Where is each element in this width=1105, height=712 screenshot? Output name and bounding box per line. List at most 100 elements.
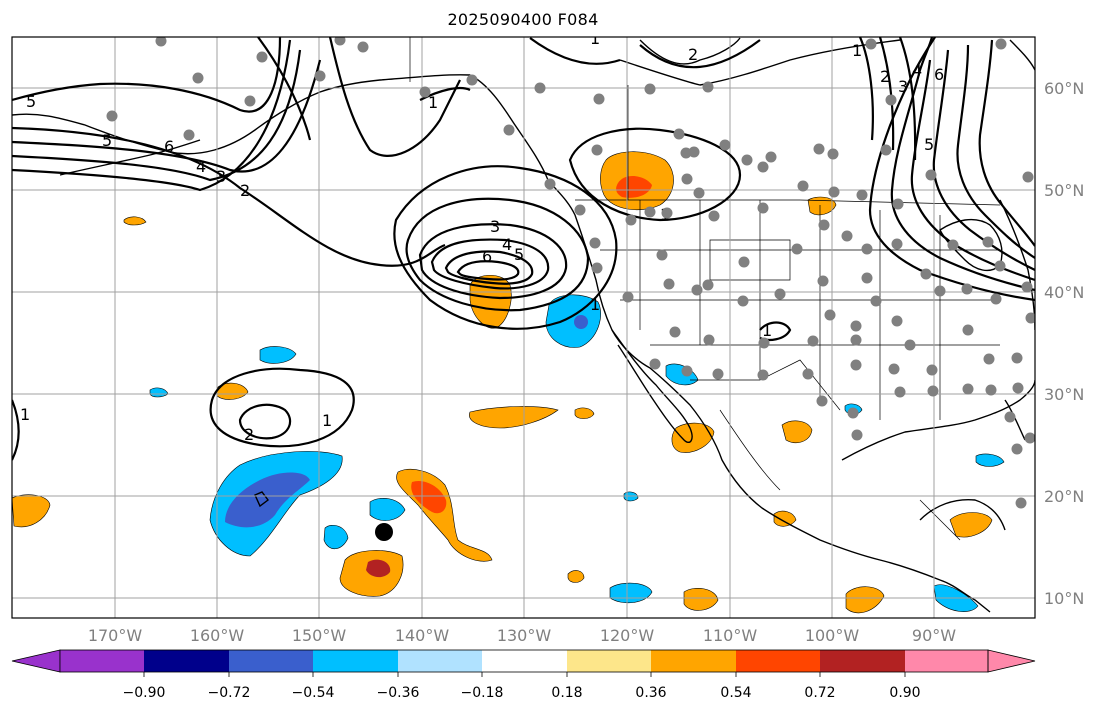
colorbar-bin <box>820 650 905 672</box>
pos-anomaly-s2 <box>845 586 885 614</box>
arctic-islands <box>639 37 741 65</box>
pos-anomaly-pac-sw <box>12 494 51 528</box>
colorbar-bin <box>398 650 482 672</box>
contour-label: 6 <box>934 65 944 84</box>
neg-anomaly-n3 <box>369 497 406 521</box>
pos-anomaly-band <box>469 406 559 429</box>
lat-tick: 30°N <box>1044 385 1084 404</box>
colorbar-bin <box>651 650 736 672</box>
greenland-edge <box>1009 39 1035 71</box>
contour-label: 1 <box>852 41 862 60</box>
contour-gulf-of-alaska-low <box>12 126 446 267</box>
contour-label: 5 <box>514 245 524 264</box>
lat-tick: 10°N <box>1044 589 1084 608</box>
contour-label: 6 <box>482 247 492 266</box>
lon-tick: 90°W <box>912 626 956 645</box>
lon-tick: 100°W <box>805 626 860 645</box>
baja-coast <box>611 329 693 444</box>
contour-label: 1 <box>20 405 30 424</box>
pos-anomaly-w2 <box>123 216 147 226</box>
contour-label: 4 <box>502 235 512 254</box>
colorbar-bin <box>482 650 567 672</box>
colorbar-extend-low <box>11 649 61 673</box>
lon-tick: 120°W <box>600 626 655 645</box>
contour-label: 1 <box>590 295 600 314</box>
colorbar-label: −0.54 <box>292 685 335 701</box>
pos-anomaly-caribbean <box>949 512 993 538</box>
lon-tick: 170°W <box>88 626 143 645</box>
contour-label: 3 <box>898 77 908 96</box>
contour-label: 1 <box>322 411 332 430</box>
hawaii-islands <box>254 491 269 508</box>
contour-label: 2 <box>880 67 890 86</box>
colorbar-label: 0.90 <box>889 685 920 701</box>
aleutian-arc <box>59 139 201 176</box>
colorbar-bin <box>567 650 651 672</box>
contour-label: 2 <box>240 181 250 200</box>
contour-label: 2 <box>688 45 698 64</box>
storm-center-marker <box>375 523 393 541</box>
colorbar-bin <box>60 650 144 672</box>
lat-tick-labels: 60°N 50°N 40°N 30°N 20°N 10°N <box>1044 79 1084 608</box>
contour-label: 5 <box>26 92 36 111</box>
pos-anomaly-small1 <box>574 407 595 419</box>
colorbar-label: −0.36 <box>377 685 420 701</box>
graticule <box>12 37 1035 618</box>
east-coast <box>999 199 1035 331</box>
neg-anomaly-n4 <box>323 525 349 550</box>
colorbar-label: −0.90 <box>123 685 166 701</box>
neg-anomaly-calcoast-core <box>574 315 588 329</box>
pos-anomaly-s3 <box>773 510 797 527</box>
contour-label: 6 <box>164 137 174 156</box>
station-dots <box>106 37 1035 509</box>
colorbar-label: 0.54 <box>720 685 751 701</box>
neg-anomaly-n8 <box>975 453 1005 467</box>
colorbar-bin <box>144 650 229 672</box>
pos-anomaly-s4 <box>567 570 585 583</box>
pos-anomaly-w1 <box>216 382 249 400</box>
lon-tick: 140°W <box>395 626 450 645</box>
colorbar-bin <box>736 650 820 672</box>
colorbar-label: −0.72 <box>208 685 251 701</box>
colorbar-bin <box>905 650 988 672</box>
colorbar-label: 0.18 <box>551 685 582 701</box>
alaska-coast <box>12 74 471 155</box>
map-frame <box>11 36 1036 619</box>
pos-anomaly-subtrop-core <box>411 480 447 514</box>
contour-great-lakes-trough-1 <box>868 37 1035 302</box>
contour-subtrop-high <box>209 367 355 448</box>
neg-anomaly-n1 <box>259 346 297 364</box>
contour-label: 2 <box>244 425 254 444</box>
colorbar: −0.90 −0.72 −0.54 −0.36 −0.18 0.18 0.36 … <box>11 649 1036 701</box>
lat-tick: 60°N <box>1044 79 1084 98</box>
contour-label: 5 <box>924 135 934 154</box>
state-borders <box>409 37 1001 541</box>
colorbar-bin <box>229 650 313 672</box>
pos-anomaly-s1 <box>683 587 719 611</box>
lon-tick: 110°W <box>703 626 758 645</box>
colorbar-label: 0.72 <box>804 685 835 701</box>
lon-tick: 150°W <box>292 626 347 645</box>
contour-ne-pacific-low-1 <box>393 165 618 330</box>
lat-tick: 40°N <box>1044 283 1084 302</box>
contour-ne-pacific-low-2 <box>405 197 590 312</box>
lon-tick: 160°W <box>190 626 245 645</box>
contour-label: 1 <box>590 29 600 48</box>
pos-anomaly-south-core <box>366 559 391 578</box>
lat-tick: 50°N <box>1044 181 1084 200</box>
contour-bc-loop <box>568 127 742 222</box>
contour-label: 1 <box>762 321 772 340</box>
contour-label: 3 <box>490 217 500 236</box>
colorbar-bin <box>313 650 398 672</box>
neg-anomaly-calcoast <box>545 294 601 348</box>
map-title: 2025090400 F084 <box>447 10 599 29</box>
pos-anomaly-mexico <box>781 420 813 443</box>
contour-label: 1 <box>428 93 438 112</box>
pos-anomaly-east <box>807 196 837 216</box>
lon-tick: 130°W <box>497 626 552 645</box>
hudson-area <box>619 39 901 86</box>
contour-label: 4 <box>912 61 922 80</box>
lon-tick-labels: 170°W 160°W 150°W 140°W 130°W 120°W 110°… <box>88 626 956 645</box>
pos-anomaly-baja <box>671 422 715 453</box>
